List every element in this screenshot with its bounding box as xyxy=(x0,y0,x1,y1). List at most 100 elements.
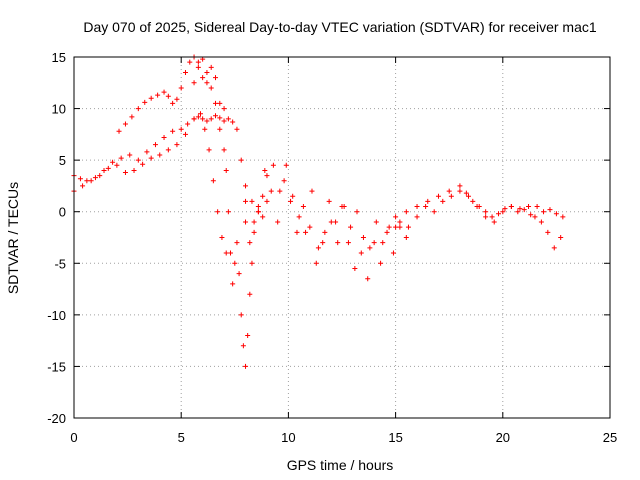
data-point xyxy=(294,229,300,235)
data-point xyxy=(208,85,214,91)
data-point xyxy=(221,106,227,112)
x-tick-labels: 0 5 10 15 20 25 xyxy=(70,430,617,445)
data-point xyxy=(213,113,219,119)
data-point xyxy=(403,235,409,240)
data-point xyxy=(223,250,229,256)
x-tick-label: 0 xyxy=(70,430,77,445)
chart-title: Day 070 of 2025, Sidereal Day-to-day VTE… xyxy=(83,19,596,35)
data-point xyxy=(255,209,261,215)
data-point xyxy=(127,152,133,158)
data-point xyxy=(290,193,296,199)
data-point xyxy=(425,198,431,204)
data-point xyxy=(161,89,167,95)
data-point xyxy=(491,219,497,225)
y-tick-labels: -20 -15 -10 -5 0 5 10 15 xyxy=(47,50,66,426)
data-point xyxy=(390,250,396,256)
data-point xyxy=(249,260,255,266)
data-point xyxy=(77,176,83,182)
data-point xyxy=(358,250,364,256)
grid-lines xyxy=(74,57,610,418)
data-point xyxy=(213,100,219,106)
data-point xyxy=(178,85,184,91)
data-point xyxy=(431,209,437,215)
data-point xyxy=(240,343,246,349)
data-point xyxy=(251,219,257,225)
data-point xyxy=(354,209,360,215)
data-point xyxy=(148,155,154,161)
series-track-c xyxy=(116,54,227,134)
data-point xyxy=(213,75,219,81)
data-point xyxy=(309,188,315,194)
data-point xyxy=(155,92,161,98)
data-point xyxy=(553,211,559,217)
data-point xyxy=(465,193,471,199)
data-point xyxy=(208,64,214,70)
data-point xyxy=(322,229,328,235)
data-point xyxy=(264,173,270,179)
data-point xyxy=(558,235,564,240)
data-point xyxy=(217,126,223,132)
data-point xyxy=(541,209,547,215)
x-tick-label: 25 xyxy=(603,430,617,445)
data-point xyxy=(195,59,201,65)
data-point xyxy=(345,240,351,246)
data-point xyxy=(341,204,347,210)
data-point xyxy=(435,193,441,199)
data-point xyxy=(131,167,137,173)
data-point xyxy=(148,95,154,101)
data-point xyxy=(328,219,334,225)
data-point xyxy=(365,276,371,282)
data-point xyxy=(204,80,210,86)
data-point xyxy=(161,134,167,140)
data-point xyxy=(502,206,508,212)
data-point xyxy=(129,114,135,120)
data-point xyxy=(378,260,384,266)
data-point xyxy=(135,106,141,112)
data-point xyxy=(197,111,203,117)
data-point xyxy=(545,229,551,235)
plot-frame xyxy=(73,56,611,419)
data-point xyxy=(236,271,242,277)
data-point xyxy=(249,198,255,204)
y-tick-label: 0 xyxy=(59,205,66,220)
data-point xyxy=(219,235,225,240)
data-point xyxy=(191,80,197,86)
data-point xyxy=(489,214,495,220)
data-point xyxy=(440,198,446,204)
data-point xyxy=(405,224,411,230)
data-point xyxy=(225,116,231,122)
data-point xyxy=(230,281,236,287)
data-point xyxy=(251,229,257,235)
data-point xyxy=(92,175,98,181)
data-point xyxy=(303,229,309,235)
data-point xyxy=(144,149,150,155)
y-tick-label: -10 xyxy=(47,308,66,323)
data-point xyxy=(101,167,107,173)
data-point xyxy=(470,198,476,204)
data-point xyxy=(521,207,527,213)
data-point xyxy=(174,96,180,102)
series-track-d xyxy=(191,56,270,369)
data-point xyxy=(122,121,128,127)
data-point xyxy=(371,240,377,246)
data-point xyxy=(187,59,193,65)
y-tick-label: -20 xyxy=(47,411,66,426)
data-point xyxy=(238,157,244,163)
data-point xyxy=(547,207,553,213)
data-point xyxy=(277,188,283,194)
data-point xyxy=(200,75,206,81)
data-point xyxy=(165,93,171,99)
data-point xyxy=(152,142,158,148)
y-tick-label: 15 xyxy=(52,50,66,65)
data-point xyxy=(157,152,163,158)
series-track-b xyxy=(71,111,229,256)
data-point xyxy=(483,214,489,220)
data-point xyxy=(500,209,506,215)
data-point xyxy=(380,240,386,246)
data-point xyxy=(140,161,146,167)
series-track-e xyxy=(243,167,409,282)
data-point xyxy=(204,69,210,75)
data-point xyxy=(463,190,469,196)
data-point xyxy=(170,100,176,106)
data-point xyxy=(215,209,221,215)
